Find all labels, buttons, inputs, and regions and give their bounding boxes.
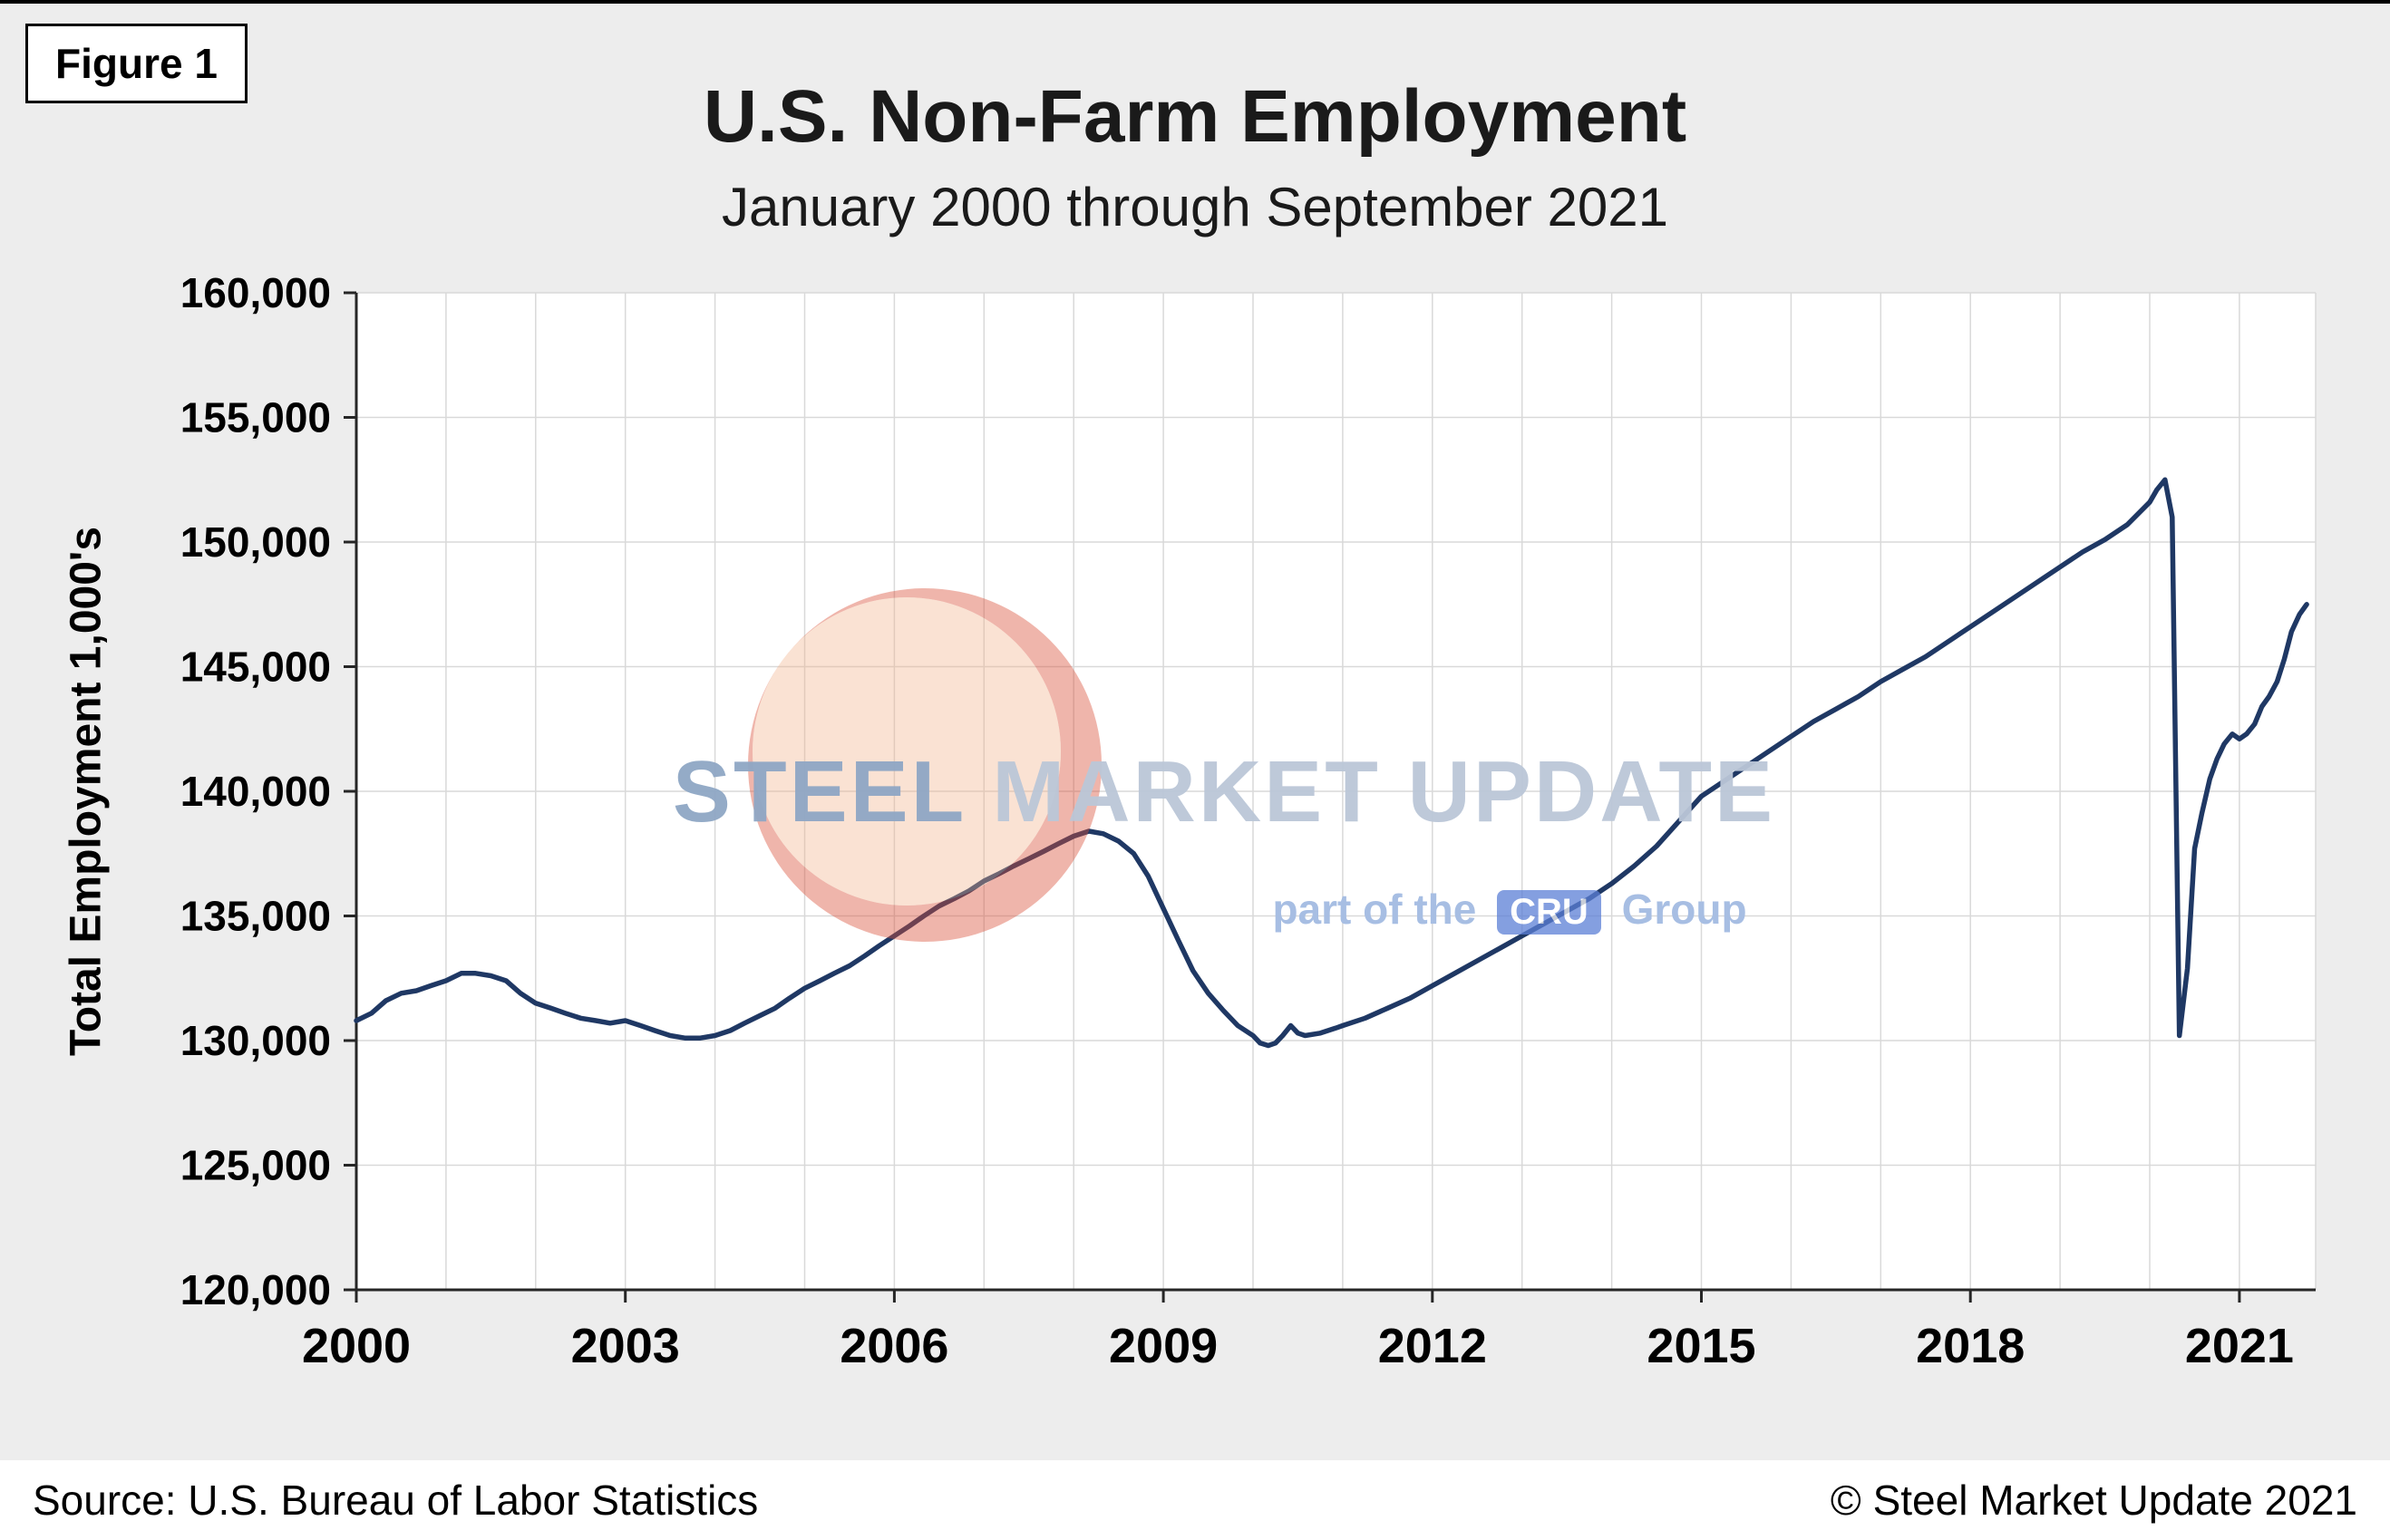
plot-area: 120,000 125,000 130,000 135,000 140,000 145,0…: [180, 269, 2317, 1373]
y-tick-label: 150,000: [180, 518, 331, 566]
x-tick-label: 2000: [302, 1319, 411, 1373]
x-tick-label: 2018: [1916, 1319, 2025, 1373]
y-tick-label: 130,000: [180, 1017, 331, 1064]
x-tick-label: 2009: [1109, 1319, 1218, 1373]
y-tick-label: 160,000: [180, 269, 331, 316]
footer-bar: Source: U.S. Bureau of Labor Statistics …: [0, 1460, 2390, 1540]
x-tick-label: 2003: [571, 1319, 680, 1373]
source-note: Source: U.S. Bureau of Labor Statistics: [33, 1477, 759, 1524]
copyright-note: © Steel Market Update 2021: [1830, 1477, 2357, 1524]
y-axis-title: Total Employment 1,000's: [62, 526, 111, 1057]
figure-label-text: Figure 1: [55, 40, 218, 87]
x-tick-label: 2006: [840, 1319, 948, 1373]
x-tick-label: 2015: [1647, 1319, 1755, 1373]
employment-line-chart: 120,000 125,000 130,000 135,000 140,000 145,0…: [180, 269, 2317, 1373]
figure-label: Figure 1: [25, 24, 248, 103]
chart-title: U.S. Non-Farm Employment: [703, 75, 1687, 158]
y-tick-label: 140,000: [180, 768, 331, 815]
x-tick-label: 2021: [2185, 1319, 2294, 1373]
y-tick-label: 120,000: [180, 1266, 331, 1313]
y-tick-label: 145,000: [180, 644, 331, 691]
employment-series-line: [354, 477, 2309, 1049]
chart-subtitle: January 2000 through September 2021: [721, 177, 1669, 237]
y-tick-label: 135,000: [180, 893, 331, 940]
y-tick-label: 125,000: [180, 1142, 331, 1189]
y-tick-label: 155,000: [180, 394, 331, 441]
x-tick-label: 2012: [1378, 1319, 1487, 1373]
